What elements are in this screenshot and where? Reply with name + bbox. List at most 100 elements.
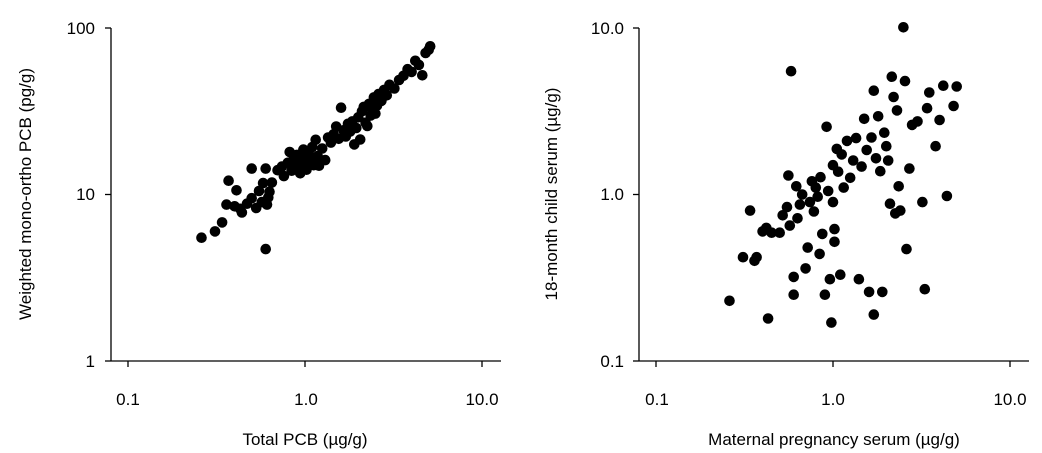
chart-right-data-point bbox=[800, 263, 811, 274]
chart-left-data-point bbox=[246, 192, 257, 204]
chart-right-data-point bbox=[888, 91, 899, 103]
chart-left-data-point bbox=[354, 134, 366, 145]
chart-right-data-point bbox=[882, 155, 894, 166]
chart-right-data-point bbox=[844, 172, 856, 184]
chart-left-data-point bbox=[316, 143, 328, 154]
chart-left-y-tick-label: 10 bbox=[76, 185, 95, 204]
chart-right-data-point bbox=[881, 140, 892, 152]
chart-right-data-point bbox=[762, 313, 774, 324]
chart-left-y-tick-label: 100 bbox=[67, 19, 95, 38]
chart-right-data-point bbox=[819, 289, 831, 301]
chart-right-data-point bbox=[792, 213, 803, 224]
chart-left-x-axis-label: Total PCB (µg/g) bbox=[242, 430, 367, 449]
chart-right-data-point bbox=[891, 105, 903, 116]
chart-right-data-point bbox=[836, 149, 847, 160]
chart-left-data-point bbox=[406, 66, 417, 78]
chart-right-data-point bbox=[868, 85, 880, 96]
chart-right-data-point bbox=[822, 185, 834, 197]
chart-right-ticks bbox=[633, 27, 1011, 367]
chart-right-data-point bbox=[796, 189, 808, 200]
chart-right-data-point bbox=[784, 220, 796, 231]
chart-right-data-point bbox=[870, 153, 882, 164]
chart-right-data-point bbox=[829, 236, 840, 248]
chart-right-data-point bbox=[858, 113, 870, 125]
chart-left-data-point bbox=[370, 108, 381, 119]
chart-left-data-point bbox=[246, 163, 257, 174]
chart-right-data-point bbox=[934, 114, 945, 126]
chart-right-data-point bbox=[868, 309, 880, 320]
chart-left-y-axis-label: Weighted mono-ortho PCB (pg/g) bbox=[16, 68, 35, 320]
chart-left-data-point bbox=[257, 177, 269, 189]
chart-right-data-point bbox=[938, 80, 949, 91]
chart-right-data-point bbox=[810, 182, 822, 193]
chart-right-y-tick-label: 10.0 bbox=[591, 19, 624, 38]
chart-left-x-tick-label: 1.0 bbox=[294, 390, 318, 409]
chart-left-x-tick-label: 0.1 bbox=[116, 390, 140, 409]
chart-right-data-point bbox=[788, 271, 799, 283]
chart-right: 0.1 1.0 10.0 0.1 1.0 10.0 Maternal pregn… bbox=[542, 19, 1029, 449]
chart-left-data-point bbox=[413, 59, 425, 71]
chart-right-data-point bbox=[884, 198, 896, 209]
chart-right-data-point bbox=[951, 81, 962, 92]
chart-left-data-point bbox=[319, 154, 331, 166]
chart-right-data-point bbox=[737, 251, 749, 263]
chart-right-data-point bbox=[917, 196, 928, 208]
chart-left-data-point bbox=[253, 185, 265, 197]
chart-right-data-point bbox=[924, 87, 935, 98]
chart-right-data-point bbox=[899, 75, 911, 87]
chart-right-data-point bbox=[812, 191, 823, 202]
chart-left-data-point bbox=[310, 134, 322, 146]
chart-left-y-tick-label: 1 bbox=[86, 352, 95, 371]
chart-right-y-tick-label: 1.0 bbox=[600, 185, 624, 204]
chart-right-data-point bbox=[777, 210, 788, 221]
chart-right-data-point bbox=[724, 295, 735, 307]
chart-left-data-point bbox=[351, 122, 362, 134]
chart-right-x-tick-label: 0.1 bbox=[645, 390, 669, 409]
chart-right-data-point bbox=[901, 243, 912, 255]
chart-right-data-point bbox=[872, 111, 884, 122]
chart-right-data-point bbox=[815, 171, 826, 183]
chart-right-data-point bbox=[781, 201, 793, 213]
chart-left-ticks bbox=[105, 27, 483, 367]
chart-right-data-point bbox=[835, 269, 846, 281]
chart-left-data-point bbox=[196, 232, 207, 243]
chart-right-x-tick-label: 1.0 bbox=[821, 390, 845, 409]
chart-right-data-point bbox=[826, 317, 837, 328]
chart-right-data-point bbox=[766, 227, 777, 238]
chart-right-data-point bbox=[853, 273, 865, 285]
chart-right-data-point bbox=[838, 182, 849, 193]
chart-right-data-point bbox=[904, 163, 915, 174]
chart-right-data-point bbox=[817, 228, 828, 240]
chart-right-data-point bbox=[814, 248, 825, 260]
chart-right-data-point bbox=[744, 205, 756, 216]
chart-left-data-point bbox=[231, 185, 242, 196]
chart-left-data-point bbox=[260, 243, 272, 255]
chart-left-points bbox=[196, 41, 436, 255]
chart-right-data-point bbox=[877, 286, 888, 298]
chart-left-data-point bbox=[216, 217, 228, 228]
chart-right-data-point bbox=[879, 127, 890, 138]
chart-left-data-point bbox=[260, 163, 272, 174]
chart-right-data-point bbox=[794, 199, 806, 210]
chart-right-data-point bbox=[930, 140, 941, 152]
chart-right-data-point bbox=[785, 65, 797, 77]
chart-left-data-point bbox=[236, 207, 248, 218]
chart-left-data-point bbox=[381, 90, 393, 101]
chart-left-data-point bbox=[223, 175, 234, 186]
chart-right-data-point bbox=[861, 144, 872, 156]
chart-left-data-point bbox=[389, 83, 400, 94]
chart-right-x-axis-label: Maternal pregnancy serum (µg/g) bbox=[708, 430, 960, 449]
chart-right-data-point bbox=[774, 227, 785, 238]
chart-left-x-tick-label: 10.0 bbox=[465, 390, 498, 409]
chart-right-data-point bbox=[895, 205, 906, 216]
chart-right-data-point bbox=[856, 161, 867, 172]
chart-right-data-point bbox=[948, 100, 959, 112]
chart-right-data-point bbox=[921, 102, 933, 114]
chart-right-data-point bbox=[847, 155, 859, 166]
chart-right-data-point bbox=[875, 165, 886, 177]
chart-right-x-tick-label: 10.0 bbox=[993, 390, 1026, 409]
chart-left: 1 10 100 0.1 1.0 10.0 Total PCB (µg/g) W… bbox=[16, 19, 501, 449]
chart-right-y-tick-label: 0.1 bbox=[600, 352, 624, 371]
chart-right-data-point bbox=[866, 132, 877, 143]
